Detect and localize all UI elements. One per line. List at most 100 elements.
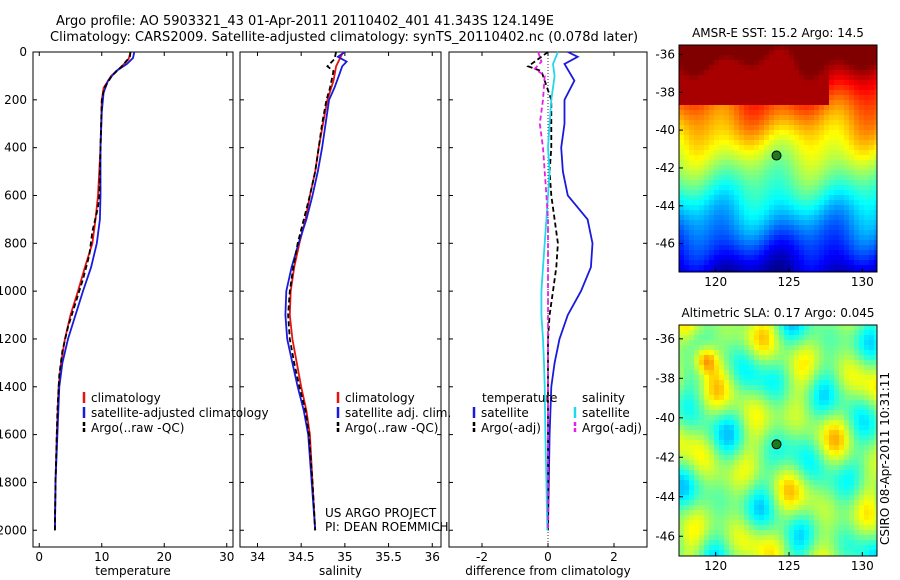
map-cell bbox=[814, 365, 820, 371]
map-cell bbox=[724, 225, 730, 231]
map-cell bbox=[749, 325, 755, 331]
map-cell bbox=[769, 70, 775, 76]
map-cell bbox=[724, 495, 730, 501]
map-cell bbox=[729, 270, 735, 273]
map-cell bbox=[684, 230, 690, 236]
map-cell bbox=[814, 150, 820, 156]
map-cell bbox=[864, 535, 870, 541]
map-cell bbox=[799, 510, 805, 516]
map-cell bbox=[824, 95, 830, 101]
map-cell bbox=[814, 140, 820, 146]
map-cell bbox=[784, 490, 790, 496]
map-cell bbox=[784, 50, 790, 56]
map-cell bbox=[789, 140, 795, 146]
map-cell bbox=[749, 85, 755, 91]
map-cell bbox=[734, 210, 740, 216]
map-cell bbox=[734, 205, 740, 211]
map-cell bbox=[754, 210, 760, 216]
map-cell bbox=[719, 260, 725, 266]
map-cell bbox=[854, 65, 860, 71]
map-cell bbox=[874, 435, 878, 441]
map-cell bbox=[739, 485, 745, 491]
map-cell bbox=[859, 535, 865, 541]
map-x-tick-label: 125 bbox=[778, 275, 801, 289]
map-cell bbox=[844, 500, 850, 506]
map-cell bbox=[684, 170, 690, 176]
map-cell bbox=[714, 150, 720, 156]
map-cell bbox=[769, 470, 775, 476]
map-cell bbox=[789, 345, 795, 351]
map-cell bbox=[724, 110, 730, 116]
map-cell bbox=[814, 400, 820, 406]
map-cell bbox=[869, 80, 875, 86]
map-cell bbox=[819, 80, 825, 86]
map-cell bbox=[744, 495, 750, 501]
map-cell bbox=[689, 405, 695, 411]
map-cell bbox=[764, 495, 770, 501]
map-cell bbox=[749, 225, 755, 231]
map-cell bbox=[779, 95, 785, 101]
map-cell bbox=[869, 185, 875, 191]
map-cell bbox=[874, 200, 878, 206]
map-cell bbox=[729, 365, 735, 371]
map-cell bbox=[689, 140, 695, 146]
map-cell bbox=[694, 420, 700, 426]
map-cell bbox=[739, 375, 745, 381]
map-cell bbox=[874, 205, 878, 211]
map-cell bbox=[729, 70, 735, 76]
map-cell bbox=[704, 460, 710, 466]
map-cell bbox=[709, 270, 715, 273]
map-cell bbox=[709, 395, 715, 401]
map-cell bbox=[799, 375, 805, 381]
map-cell bbox=[809, 365, 815, 371]
map-cell bbox=[764, 160, 770, 166]
map-cell bbox=[834, 75, 840, 81]
map-cell bbox=[734, 430, 740, 436]
map-cell bbox=[854, 250, 860, 256]
map-cell bbox=[694, 380, 700, 386]
map-cell bbox=[689, 325, 695, 331]
map-cell bbox=[829, 115, 835, 121]
map-cell bbox=[684, 245, 690, 251]
map-cell bbox=[829, 155, 835, 161]
map-cell bbox=[774, 505, 780, 511]
map-cell bbox=[769, 530, 775, 536]
map-cell bbox=[864, 450, 870, 456]
map-cell bbox=[739, 245, 745, 251]
map-cell bbox=[829, 120, 835, 126]
map-cell bbox=[704, 250, 710, 256]
map-cell bbox=[764, 140, 770, 146]
map-cell bbox=[709, 470, 715, 476]
map-cell bbox=[699, 140, 705, 146]
map-cell bbox=[864, 500, 870, 506]
map-cell bbox=[684, 90, 690, 96]
map-cell bbox=[819, 460, 825, 466]
map-cell bbox=[859, 410, 865, 416]
map-cell bbox=[729, 370, 735, 376]
map-cell bbox=[799, 130, 805, 136]
map-cell bbox=[769, 475, 775, 481]
map-cell bbox=[764, 120, 770, 126]
map-cell bbox=[844, 345, 850, 351]
map-cell bbox=[784, 365, 790, 371]
map-cell bbox=[854, 405, 860, 411]
map-cell bbox=[854, 390, 860, 396]
map-cell bbox=[824, 490, 830, 496]
map-cell bbox=[699, 200, 705, 206]
map-cell bbox=[679, 375, 685, 381]
map-cell bbox=[774, 130, 780, 136]
map-cell bbox=[759, 100, 765, 106]
map-cell bbox=[819, 400, 825, 406]
map-cell bbox=[729, 160, 735, 166]
map-cell bbox=[784, 240, 790, 246]
map-cell bbox=[814, 60, 820, 66]
map-cell bbox=[804, 335, 810, 341]
map-cell bbox=[789, 330, 795, 336]
map-cell bbox=[699, 420, 705, 426]
map-cell bbox=[809, 430, 815, 436]
map-cell bbox=[849, 465, 855, 471]
map-cell bbox=[739, 60, 745, 66]
map-cell bbox=[794, 500, 800, 506]
map-cell bbox=[769, 425, 775, 431]
map-cell bbox=[854, 460, 860, 466]
